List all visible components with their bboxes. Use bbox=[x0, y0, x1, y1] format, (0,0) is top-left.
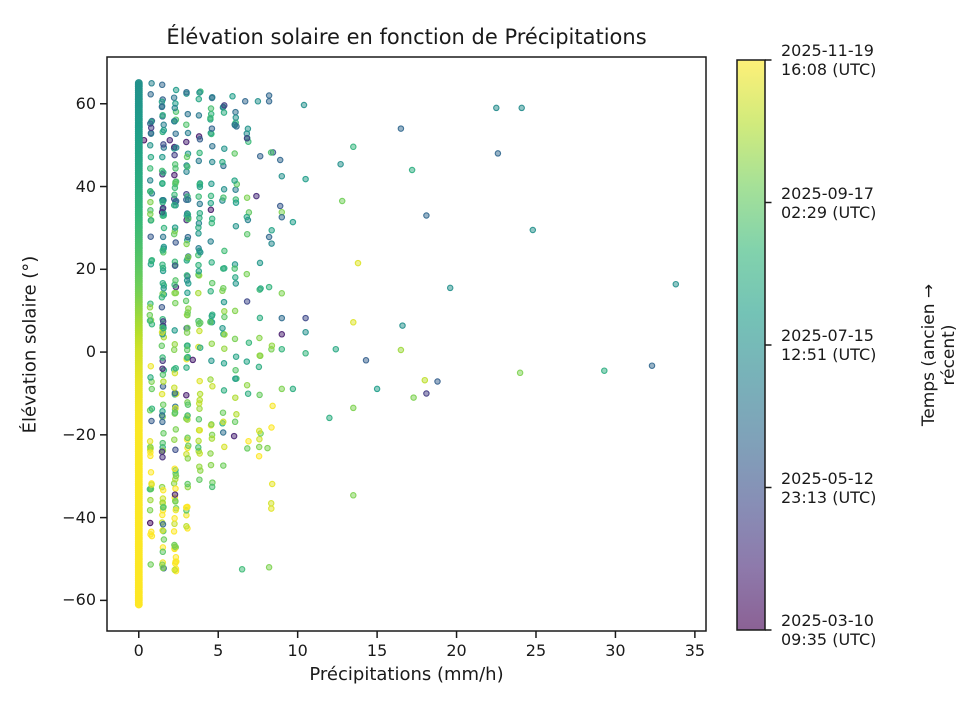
y-tick-label: −40 bbox=[62, 507, 96, 527]
colorbar-label: Temps (ancien → récent) bbox=[919, 283, 959, 427]
chart-title: Élévation solaire en fonction de Précipi… bbox=[166, 25, 647, 49]
x-tick-label: 35 bbox=[684, 641, 706, 660]
x-axis-label: Précipitations (mm/h) bbox=[309, 664, 504, 685]
x-tick-label: 5 bbox=[213, 641, 224, 660]
colorbar-tick-label: 2025-03-10 09:35 (UTC) bbox=[781, 611, 877, 649]
x-tick-label: 10 bbox=[287, 641, 308, 660]
colorbar-tick-label: 2025-07-15 12:51 (UTC) bbox=[781, 326, 877, 364]
x-tick-label: 30 bbox=[605, 641, 626, 660]
y-tick-label: −20 bbox=[62, 424, 96, 444]
y-tick-label: 60 bbox=[75, 93, 96, 113]
x-tick-label: 25 bbox=[525, 641, 547, 660]
y-tick-label: 40 bbox=[75, 176, 96, 196]
x-tick-label: 20 bbox=[446, 641, 467, 660]
y-tick-label: 20 bbox=[75, 259, 96, 279]
x-tick-label: 15 bbox=[366, 641, 388, 660]
colorbar-tick-label: 2025-09-17 02:29 (UTC) bbox=[781, 183, 877, 222]
x-tick-label: 0 bbox=[133, 641, 144, 660]
colorbar-tick-label: 2025-05-12 23:13 (UTC) bbox=[781, 468, 877, 507]
colorbar-tick-label: 2025-11-19 16:08 (UTC) bbox=[781, 41, 877, 79]
y-tick-label: −60 bbox=[62, 590, 96, 610]
y-tick-label: 0 bbox=[85, 342, 96, 362]
